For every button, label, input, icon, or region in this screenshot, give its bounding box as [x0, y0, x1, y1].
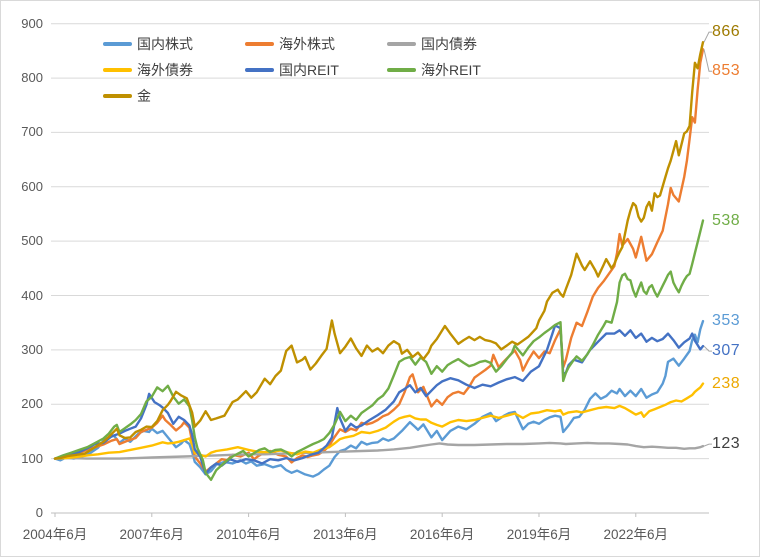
x-axis-label: 2019年6月: [506, 527, 572, 542]
legend-label: 海外債券: [137, 62, 193, 78]
y-axis-label: 400: [21, 287, 43, 303]
series-line-gold: [53, 41, 705, 460]
legend-swatch-domestic-reit: [245, 68, 274, 72]
legend-label: 金: [137, 88, 151, 104]
y-axis-label: 600: [21, 178, 43, 194]
y-axis-label: 500: [21, 233, 43, 249]
legend-label: 国内債券: [421, 36, 477, 52]
legend-item-domestic-stocks: 国内株式: [103, 31, 245, 57]
end-value-label-foreign-reit: 538: [712, 211, 741, 229]
end-value-label-foreign-stocks: 853: [712, 62, 741, 80]
legend-swatch-gold: [103, 94, 132, 98]
end-value-label-foreign-bonds: 238: [712, 374, 741, 392]
y-axis-label: 300: [21, 341, 43, 357]
legend-item-gold: 金: [103, 83, 245, 109]
legend-swatch-foreign-reit: [387, 68, 416, 72]
end-value-label-domestic-reit: 307: [712, 342, 741, 360]
series-line-domestic-reit: [53, 324, 705, 476]
series-line-domestic-stocks: [53, 319, 705, 478]
legend-item-domestic-reit: 国内REIT: [245, 57, 387, 83]
series-line-domestic-bonds: [53, 441, 705, 460]
leader-line-gold: [703, 31, 712, 43]
y-axis-label: 800: [21, 70, 43, 86]
legend-item-foreign-stocks: 海外株式: [245, 31, 387, 57]
legend-item-foreign-bonds: 海外債券: [103, 57, 245, 83]
end-value-label-gold: 866: [712, 23, 741, 41]
legend-swatch-foreign-bonds: [103, 68, 132, 72]
legend-item-domestic-bonds: 国内債券: [387, 31, 529, 57]
legend-swatch-domestic-stocks: [103, 42, 132, 46]
legend-label: 海外REIT: [421, 62, 481, 78]
x-axis-label: 2013年6月: [313, 527, 378, 542]
y-axis-label: 900: [21, 15, 43, 31]
legend-item-foreign-reit: 海外REIT: [387, 57, 529, 83]
leader-line-foreign-stocks: [703, 49, 712, 72]
x-axis-label: 2004年6月: [22, 527, 88, 542]
leader-line-domestic-reit: [703, 345, 712, 352]
end-value-label-domestic-stocks: 353: [712, 312, 741, 330]
y-axis-label: 700: [21, 124, 43, 140]
leader-line-domestic-bonds: [703, 443, 712, 447]
end-value-label-domestic-bonds: 123: [712, 435, 741, 453]
series-line-foreign-bonds: [53, 382, 705, 460]
legend-label: 海外株式: [279, 36, 335, 52]
x-axis-label: 2010年6月: [216, 527, 281, 542]
legend-swatch-domestic-bonds: [387, 42, 416, 46]
x-axis-label: 2007年6月: [119, 527, 185, 542]
x-axis-label: 2022年6月: [603, 527, 669, 542]
y-axis-label: 0: [35, 505, 43, 520]
x-axis-label: 2016年6月: [409, 527, 475, 542]
y-axis-label: 200: [21, 396, 43, 412]
legend-swatch-foreign-stocks: [245, 42, 274, 46]
chart-legend: 国内株式 海外株式 国内債券 海外債券 国内REIT 海外REIT 金: [103, 31, 543, 109]
y-axis-label: 100: [21, 450, 43, 466]
legend-label: 国内株式: [137, 36, 193, 52]
legend-label: 国内REIT: [279, 62, 339, 78]
series-line-foreign-stocks: [53, 48, 705, 473]
